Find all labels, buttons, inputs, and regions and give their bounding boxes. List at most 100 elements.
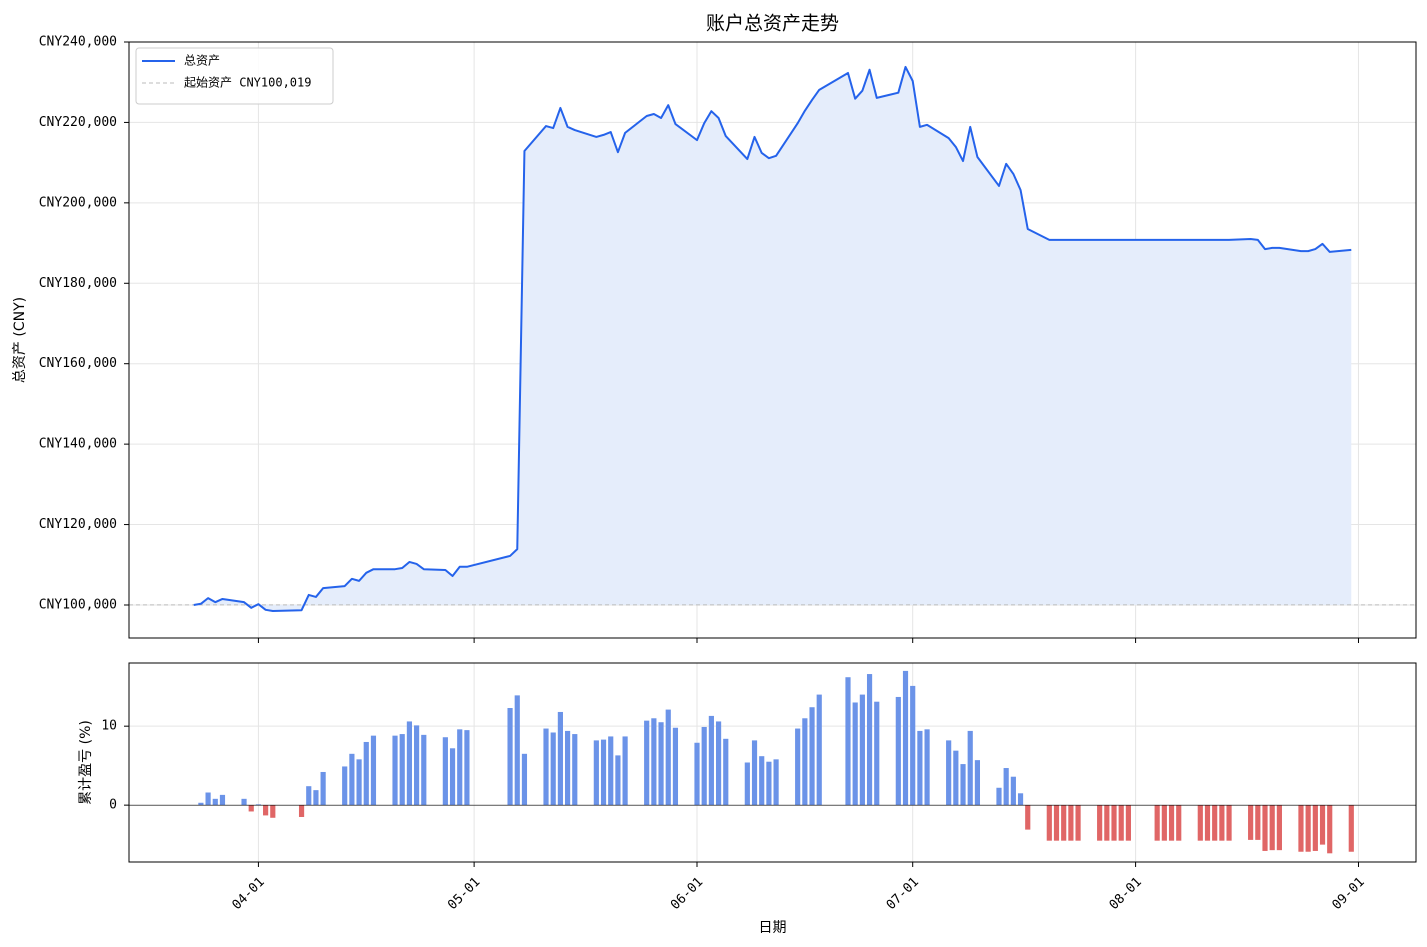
bar: [895, 696, 901, 806]
bar: [543, 728, 549, 806]
y-axis-label: 总资产 (CNY): [12, 297, 28, 383]
bar: [270, 805, 276, 818]
bar: [241, 798, 247, 806]
bar: [342, 766, 348, 806]
bar: [399, 734, 405, 806]
y-tick-label: CNY120,000: [39, 517, 117, 532]
y-tick-label: CNY160,000: [39, 356, 117, 371]
bar: [255, 804, 262, 806]
bar: [766, 761, 772, 806]
bar: [414, 725, 420, 806]
bar: [1255, 805, 1261, 840]
bar: [701, 726, 707, 806]
bar: [917, 730, 923, 806]
bar: [370, 735, 377, 806]
axes-frame: [128, 41, 1417, 639]
bar: [1046, 805, 1052, 841]
bar: [651, 718, 657, 806]
bar: [449, 748, 456, 806]
bar: [967, 730, 973, 806]
bar: [205, 792, 211, 806]
bar: [1111, 805, 1117, 841]
bar: [349, 753, 355, 806]
y-tick-label: CNY220,000: [39, 115, 117, 130]
bar: [198, 802, 204, 806]
bar: [715, 721, 722, 806]
bar: [1319, 805, 1326, 845]
bar: [658, 722, 664, 806]
bar: [442, 737, 448, 806]
y-tick-label: CNY240,000: [39, 35, 117, 50]
bar: [744, 762, 750, 806]
bar: [1305, 805, 1311, 852]
bar: [1327, 805, 1333, 854]
bar: [1226, 805, 1232, 841]
chart-title: 账户总资产走势: [706, 13, 839, 35]
y-tick-label: CNY100,000: [39, 597, 117, 612]
bar: [298, 805, 305, 817]
bar: [1154, 805, 1160, 841]
bar: [263, 805, 269, 816]
bar: [1010, 776, 1016, 806]
bar: [924, 729, 930, 806]
bar: [1161, 805, 1167, 841]
y-tick-label: 0: [109, 798, 117, 813]
bar: [795, 728, 801, 806]
bar: [564, 730, 571, 806]
bar: [219, 794, 226, 806]
bar: [622, 736, 628, 806]
bar: [708, 715, 714, 806]
bar: [313, 790, 319, 806]
bar: [550, 732, 556, 806]
bar: [392, 735, 398, 806]
area: [193, 66, 1352, 612]
bar: [521, 753, 528, 806]
bar: [1003, 768, 1009, 806]
bar: [953, 750, 959, 806]
bar: [464, 730, 470, 806]
bar: [1068, 805, 1074, 841]
bar: [1312, 805, 1318, 851]
bar: [644, 720, 650, 806]
bar: [457, 729, 463, 806]
bar: [866, 674, 873, 806]
bar: [1248, 805, 1254, 840]
bar: [212, 798, 218, 806]
bar: [248, 805, 254, 812]
bar: [759, 756, 765, 806]
y-tick-label: 10: [101, 719, 117, 734]
bar: [1104, 805, 1110, 841]
axes-frame: [128, 662, 1417, 863]
bar: [406, 721, 412, 806]
bar: [1118, 805, 1124, 841]
bar: [421, 734, 427, 806]
bar: [773, 759, 779, 806]
bar: [1176, 805, 1182, 841]
bar: [1298, 805, 1304, 852]
bar: [859, 694, 865, 806]
bar: [363, 741, 369, 806]
bar: [974, 760, 981, 806]
bar: [1269, 805, 1275, 851]
y-tick-label: CNY140,000: [39, 437, 117, 452]
y-axis-label: 累计盈亏 (%): [78, 720, 94, 805]
bar: [1204, 805, 1211, 841]
bar: [320, 771, 326, 806]
y-tick-label: CNY180,000: [39, 276, 117, 291]
bar: [816, 694, 822, 806]
bar: [1219, 805, 1225, 841]
bar: [996, 787, 1002, 806]
bar: [1348, 805, 1354, 852]
bar: [1061, 805, 1067, 841]
bar: [356, 759, 362, 806]
bar: [1053, 805, 1060, 841]
y-tick-label: CNY200,000: [39, 195, 117, 210]
bar: [557, 711, 563, 806]
bar: [960, 764, 966, 806]
bar: [845, 677, 851, 806]
bar: [809, 707, 815, 806]
bar: [672, 727, 679, 806]
bar: [306, 786, 312, 806]
